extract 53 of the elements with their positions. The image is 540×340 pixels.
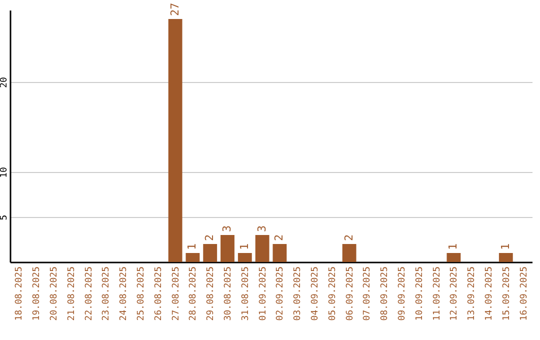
y-tick-label: 20 [0,77,10,88]
x-tick-label: 21.08.2025 [66,266,77,321]
bar [342,244,356,262]
bar [446,253,461,262]
x-tick-label: 07.09.2025 [362,266,373,321]
x-tick-label: 06.09.2025 [345,266,356,321]
x-tick-label: 19.08.2025 [32,266,42,321]
x-tick-label: 10.09.2025 [414,266,425,321]
x-tick-label: 24.08.2025 [119,266,130,321]
bar [272,244,287,262]
bar [168,19,182,262]
x-tick-label: 04.09.2025 [310,266,320,321]
x-tick-label: 29.08.2025 [206,266,216,321]
data-label: 2 [203,234,216,241]
x-tick-label: 20.08.2025 [50,266,60,321]
data-label: 2 [272,234,286,241]
x-tick-label: 22.08.2025 [84,266,94,321]
x-tick-label: 31.08.2025 [240,266,251,321]
x-tick-label: 28.08.2025 [188,266,199,321]
x-tick-label: 03.09.2025 [293,266,304,321]
x-tick-label: 23.08.2025 [102,266,112,321]
x-tick-label: 14.09.2025 [484,266,494,321]
x-tick-label: 16.09.2025 [519,266,530,321]
x-tick-label: 25.08.2025 [136,266,146,321]
bar [186,253,200,262]
x-tick-label: 12.09.2025 [450,266,460,321]
bar [255,235,270,262]
data-label: 1 [446,243,460,250]
x-tick-label: 26.08.2025 [154,266,164,321]
x-tick-label: 01.09.2025 [258,266,268,321]
x-tick-label: 09.09.2025 [398,266,408,321]
data-label: 2 [342,234,356,241]
bar [238,253,252,262]
x-tick-label: 18.08.2025 [14,266,25,321]
data-label: 1 [186,243,199,250]
x-tick-label: 27.08.2025 [171,266,182,321]
bar [203,244,218,262]
bar [220,235,234,262]
x-tick-label: 13.09.2025 [467,266,478,321]
x-tick-label: 11.09.2025 [432,266,442,321]
data-label: 3 [255,225,268,232]
x-tick-label: 05.09.2025 [328,266,338,321]
x-tick-label: 02.09.2025 [276,266,286,321]
y-tick-label: 5 [0,214,10,220]
data-label: 3 [220,225,234,232]
y-tick-label: 10 [0,167,10,178]
data-label: 1 [238,243,251,250]
data-label: 27 [168,2,182,16]
data-label: 1 [498,243,512,250]
bar [498,253,513,262]
x-tick-label: 30.08.2025 [224,266,234,321]
x-tick-label: 08.09.2025 [380,266,390,321]
x-tick-label: 15.09.2025 [502,266,512,321]
